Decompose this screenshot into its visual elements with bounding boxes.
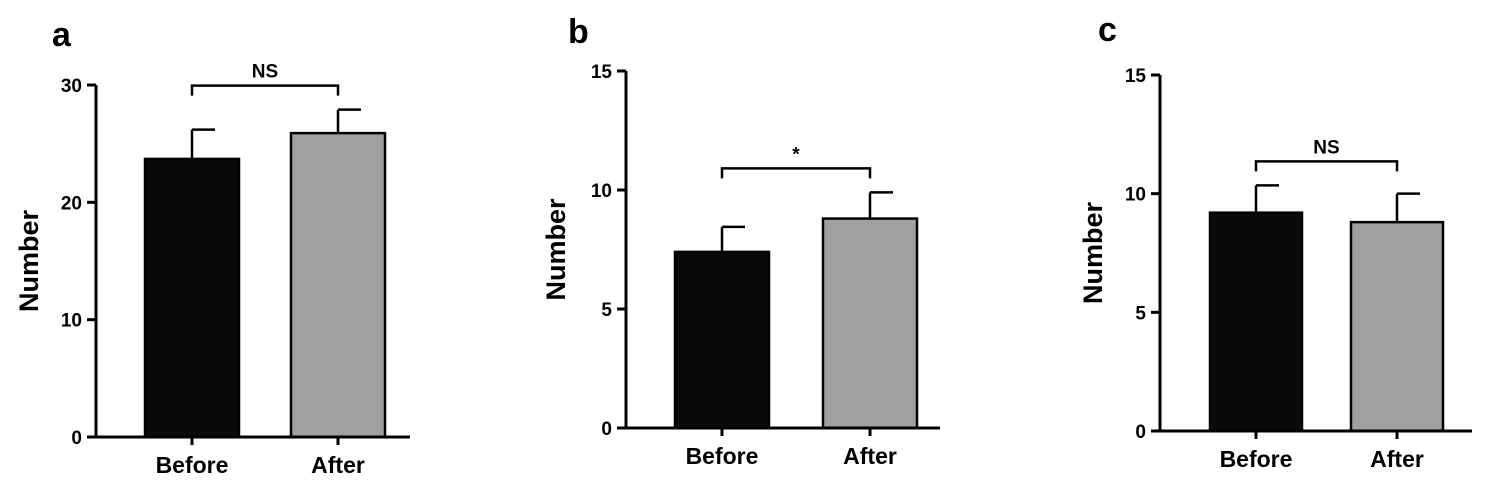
x-tick-label: After [843, 443, 897, 469]
y-tick-label: 10 [591, 181, 612, 202]
significance-label: NS [1313, 137, 1339, 158]
panel-c: c Number Before After 0 5 10 15 NS [1078, 11, 1472, 472]
y-axis-label: Number [541, 198, 571, 301]
panel-b: b Number Before After 0 5 10 15 * [541, 13, 940, 469]
y-tick-label: 5 [601, 300, 612, 321]
y-tick-label: 20 [61, 193, 82, 214]
panel-letter: c [1098, 11, 1117, 49]
x-tick-label: Before [156, 452, 229, 478]
y-tick-label: 15 [591, 62, 613, 83]
bar-after [1349, 220, 1445, 433]
bar-after [821, 217, 919, 430]
x-tick-label: Before [686, 443, 759, 469]
significance-bracket [190, 84, 340, 96]
x-tick-label: After [311, 452, 365, 478]
panel-letter: b [568, 13, 589, 51]
y-tick-label: 0 [1135, 422, 1146, 443]
y-axis-label: Number [14, 210, 44, 313]
y-tick-label: 0 [71, 428, 82, 449]
x-tick-label: After [1370, 446, 1424, 472]
bar-before [673, 250, 771, 430]
y-tick-label: 5 [1135, 303, 1146, 324]
y-tick-label: 10 [1125, 185, 1146, 206]
panel-a: a Number Before After 0 10 20 30 NS [14, 16, 410, 478]
y-tick-label: 30 [61, 76, 82, 97]
x-tick-label: Before [1220, 446, 1293, 472]
significance-bracket [1254, 160, 1399, 172]
y-tick-label: 15 [1125, 66, 1147, 87]
significance-label: * [792, 144, 800, 165]
panel-letter: a [52, 16, 72, 54]
bar-after [289, 131, 387, 439]
bar-before [143, 157, 241, 439]
y-axis-label: Number [1078, 202, 1108, 305]
significance-label: NS [252, 62, 278, 83]
y-tick-label: 0 [601, 419, 612, 440]
y-tick-label: 10 [61, 311, 82, 332]
significance-bracket [720, 167, 872, 179]
bar-before [1208, 211, 1304, 433]
